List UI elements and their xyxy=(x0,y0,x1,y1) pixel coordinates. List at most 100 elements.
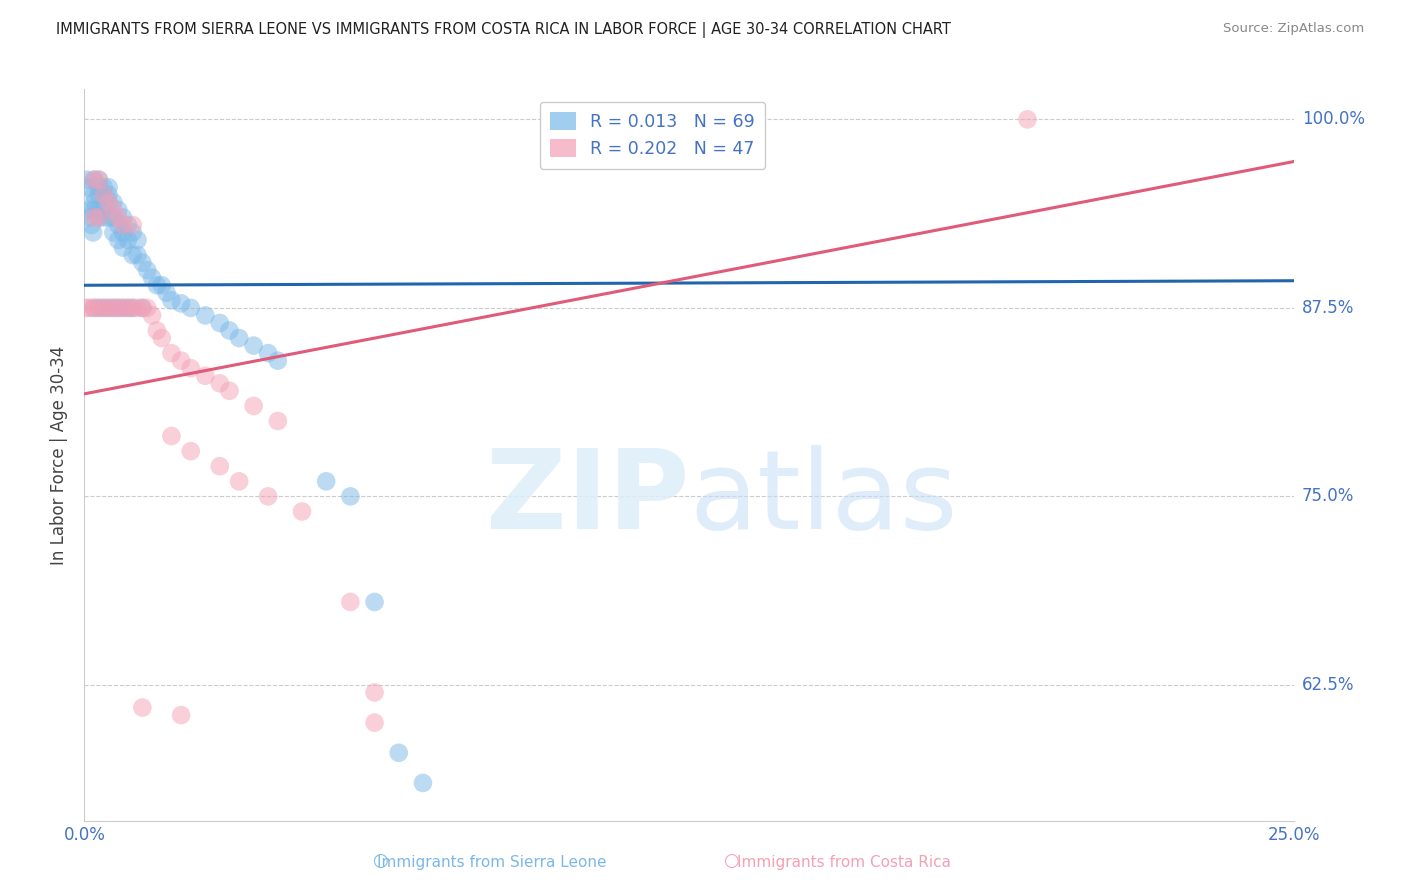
Point xyxy=(83,172,105,186)
Point xyxy=(83,202,105,217)
Point xyxy=(136,263,159,277)
Point xyxy=(208,376,231,391)
Point xyxy=(146,324,169,338)
Point xyxy=(83,195,105,210)
Point xyxy=(80,218,103,232)
Point xyxy=(242,338,264,352)
Point xyxy=(218,324,240,338)
Point xyxy=(112,211,135,225)
Point xyxy=(127,301,149,315)
Point xyxy=(83,301,105,315)
Point xyxy=(208,316,231,330)
Point xyxy=(121,218,143,232)
Text: Immigrants from Sierra Leone: Immigrants from Sierra Leone xyxy=(377,855,607,870)
Point xyxy=(117,301,139,315)
Point xyxy=(160,346,183,360)
Point xyxy=(121,226,143,240)
Point xyxy=(117,301,139,315)
Point xyxy=(180,444,202,458)
Point xyxy=(103,195,125,210)
Point xyxy=(194,368,217,383)
Point xyxy=(170,296,193,310)
Point xyxy=(117,218,139,232)
Point xyxy=(150,331,173,345)
Point xyxy=(87,211,110,225)
Point xyxy=(107,233,129,247)
Point xyxy=(141,309,163,323)
Point xyxy=(141,270,163,285)
Point xyxy=(93,301,115,315)
Point xyxy=(363,595,385,609)
Point xyxy=(150,278,173,293)
Point xyxy=(97,301,120,315)
Point xyxy=(155,285,177,300)
Point xyxy=(112,241,135,255)
Point xyxy=(77,202,100,217)
Point xyxy=(315,475,337,489)
Point xyxy=(103,202,125,217)
Point xyxy=(97,211,120,225)
Point xyxy=(87,211,110,225)
Point xyxy=(131,700,153,714)
Point xyxy=(112,301,135,315)
Point xyxy=(97,195,120,210)
Point xyxy=(83,301,105,315)
Point xyxy=(82,226,104,240)
Point xyxy=(160,429,183,443)
Point xyxy=(87,180,110,194)
Point xyxy=(107,301,129,315)
Point xyxy=(103,301,125,315)
Point xyxy=(121,301,143,315)
Point xyxy=(146,278,169,293)
Point xyxy=(76,172,98,186)
Point xyxy=(228,331,250,345)
Point xyxy=(339,595,361,609)
Point xyxy=(136,301,159,315)
Point xyxy=(180,361,202,376)
Point xyxy=(117,233,139,247)
Point xyxy=(76,301,98,315)
Point xyxy=(194,309,217,323)
Point xyxy=(93,211,115,225)
Point xyxy=(112,301,135,315)
Point xyxy=(208,459,231,474)
Point xyxy=(267,414,290,428)
Point xyxy=(257,489,280,503)
Point xyxy=(291,504,314,518)
Text: ○: ○ xyxy=(723,852,740,870)
Point xyxy=(363,715,385,730)
Text: atlas: atlas xyxy=(689,445,957,552)
Text: IMMIGRANTS FROM SIERRA LEONE VS IMMIGRANTS FROM COSTA RICA IN LABOR FORCE | AGE : IMMIGRANTS FROM SIERRA LEONE VS IMMIGRAN… xyxy=(56,22,950,38)
Point xyxy=(79,211,101,225)
Text: ZIP: ZIP xyxy=(485,445,689,552)
Point xyxy=(121,301,143,315)
Point xyxy=(93,180,115,194)
Text: 100.0%: 100.0% xyxy=(1302,111,1365,128)
Text: 87.5%: 87.5% xyxy=(1302,299,1354,317)
Point xyxy=(97,187,120,202)
Legend: R = 0.013   N = 69, R = 0.202   N = 47: R = 0.013 N = 69, R = 0.202 N = 47 xyxy=(540,102,765,169)
Point xyxy=(180,301,202,315)
Point xyxy=(107,218,129,232)
Point xyxy=(87,172,110,186)
Point xyxy=(242,399,264,413)
Point xyxy=(107,301,129,315)
Point xyxy=(93,202,115,217)
Point xyxy=(112,226,135,240)
Text: 75.0%: 75.0% xyxy=(1302,487,1354,506)
Point xyxy=(93,187,115,202)
Point xyxy=(107,211,129,225)
Point xyxy=(363,685,385,699)
Point xyxy=(97,195,120,210)
Point xyxy=(83,172,105,186)
Point xyxy=(121,248,143,262)
Point xyxy=(131,301,153,315)
Text: 62.5%: 62.5% xyxy=(1302,676,1354,694)
Point xyxy=(87,187,110,202)
Point xyxy=(103,211,125,225)
Text: ○: ○ xyxy=(371,852,388,870)
Point xyxy=(131,255,153,269)
Point xyxy=(83,211,105,225)
Point xyxy=(112,218,135,232)
Point xyxy=(87,202,110,217)
